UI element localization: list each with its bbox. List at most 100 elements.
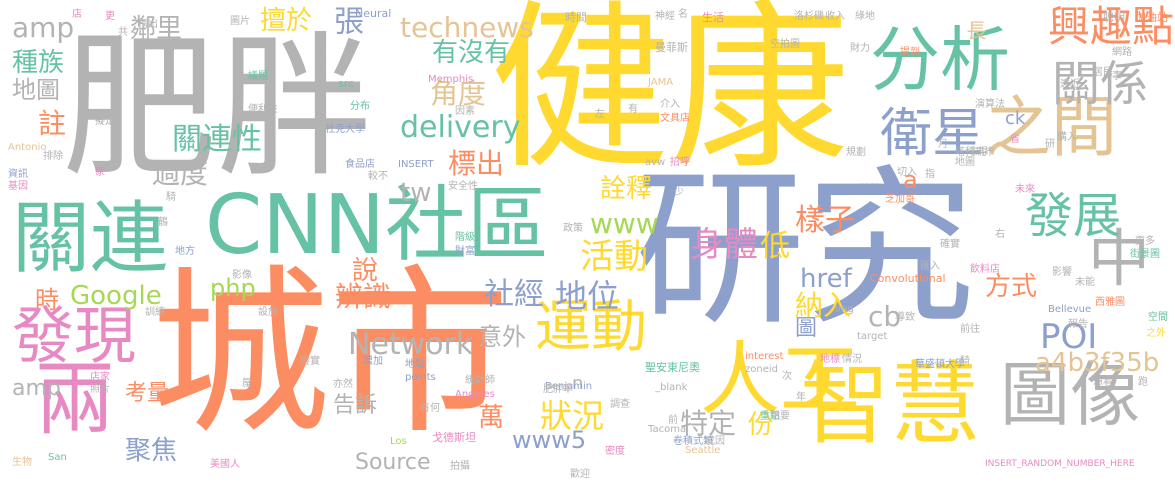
word-41: href [800,264,852,294]
word-8: 之間 [985,89,1117,166]
word-119: 統計師 [465,375,495,386]
word-161: 之外 [1146,328,1166,339]
word-9: 關連 [12,194,169,284]
word-120: points [405,372,436,383]
word-21: 角度 [430,77,487,110]
word-146: 介入 [660,99,680,110]
word-110: 聖安東尼奧 [645,361,700,374]
word-5: 智慧 [800,352,980,457]
word-180: 鶴 [158,217,168,228]
word-134: 影像 [232,270,252,281]
word-156: 導致 [895,312,915,323]
word-30: 地圖 [12,76,60,104]
word-162: 騎 [960,356,970,367]
word-51: a4b3f35b [1035,348,1160,378]
word-151: 提到 [900,47,920,58]
word-159: 跑 [1138,377,1148,388]
word-166: 圖片 [230,16,250,27]
word-31: 註 [38,107,67,140]
word-175: 少 [674,187,684,198]
word-199: 遠近 [1060,79,1080,90]
word-38: 身體 [690,225,758,265]
word-29: 種族 [12,48,65,78]
word-39: 樣子 [795,203,855,238]
word-181: 騎 [166,192,176,203]
word-126: 美國人 [210,459,240,470]
word-114: 戈德斯坦 [432,431,476,444]
word-165: 指出 [138,19,158,30]
word-56: a [903,166,918,194]
word-142: 食品店 [345,159,375,170]
word-183: 擬定 [95,116,115,127]
word-60: 萬 [478,403,505,433]
word-45: 辨識 [335,280,392,313]
word-158: 空間 [1148,312,1168,323]
word-135: 地方 [175,246,195,257]
word-93: 塔科馬市 [955,147,995,158]
word-25: 關連性 [172,122,262,157]
word-136: 訓練 [145,307,165,318]
word-36: 說 [352,256,379,286]
word-79: src [338,77,355,90]
word-71: 時間 [565,11,587,24]
word-70: Neural [355,7,392,20]
word-99: 未能 [1075,277,1095,288]
word-42: Google [70,281,162,311]
word-59: 告訴 [333,393,378,418]
word-65: 聚焦 [125,436,178,466]
word-157: 前往 [960,324,980,335]
word-103: target [857,331,888,342]
word-37: 活動 [580,237,648,277]
word-137: 設施 [258,307,278,318]
word-98: 影響 [1052,267,1072,278]
word-130: 成因 [705,436,725,447]
word-20: delivery [400,110,521,145]
word-90: avw [645,157,666,168]
word-53: 納入 [795,289,852,322]
word-184: 排除 [43,151,63,162]
word-43: php [210,274,256,302]
word-63: www5 [512,426,587,454]
word-0: 肥胖 [62,17,372,198]
word-108: zoneid [745,364,778,375]
word-46: 社經 [484,277,544,312]
word-147: 空拍圖 [770,39,800,50]
word-178: 次 [782,371,792,382]
word-55: cb [868,300,902,333]
word-182: 屋 [242,378,252,389]
word-26: 過度 [152,157,209,190]
word-129: Seattle [685,445,721,456]
word-22: 有沒有 [432,38,511,68]
word-152: 演算法 [975,99,1005,110]
word-105: 地標 [820,354,840,365]
word-170: 省 [1010,134,1020,145]
word-191: 購入 [1057,132,1077,143]
word-132: 增加 [363,356,383,367]
word-28: amp [12,11,75,44]
word-80: 分布 [350,101,370,112]
word-118: _blank [655,382,688,393]
word-83: 議題 [248,71,268,82]
word-179: 右 [995,229,1005,240]
word-154: 街景圖 [1130,249,1160,260]
word-190: 想要 [770,411,790,422]
word-194: 想看 [1093,377,1113,388]
word-141: 政策 [563,223,583,234]
word-13: 兩 [35,353,115,446]
word-14: 衛星 [880,104,985,164]
word-173: 研 [1045,139,1055,150]
word-177: 年 [796,392,806,403]
word-148: 收入 [825,11,845,22]
word-89: 安全性 [448,181,478,192]
word-87: 家 [95,167,105,178]
word-19: technews [400,11,534,44]
word-64: Source [355,450,431,475]
word-57: amp [12,376,61,401]
word-4: CNN社區 [205,178,549,273]
word-15: 興趣點 [1047,2,1174,51]
word-115: Los [390,436,407,447]
word-198: img [835,304,854,315]
word-104: 報告 [1068,319,1088,330]
word-2: 研究 [635,151,976,349]
